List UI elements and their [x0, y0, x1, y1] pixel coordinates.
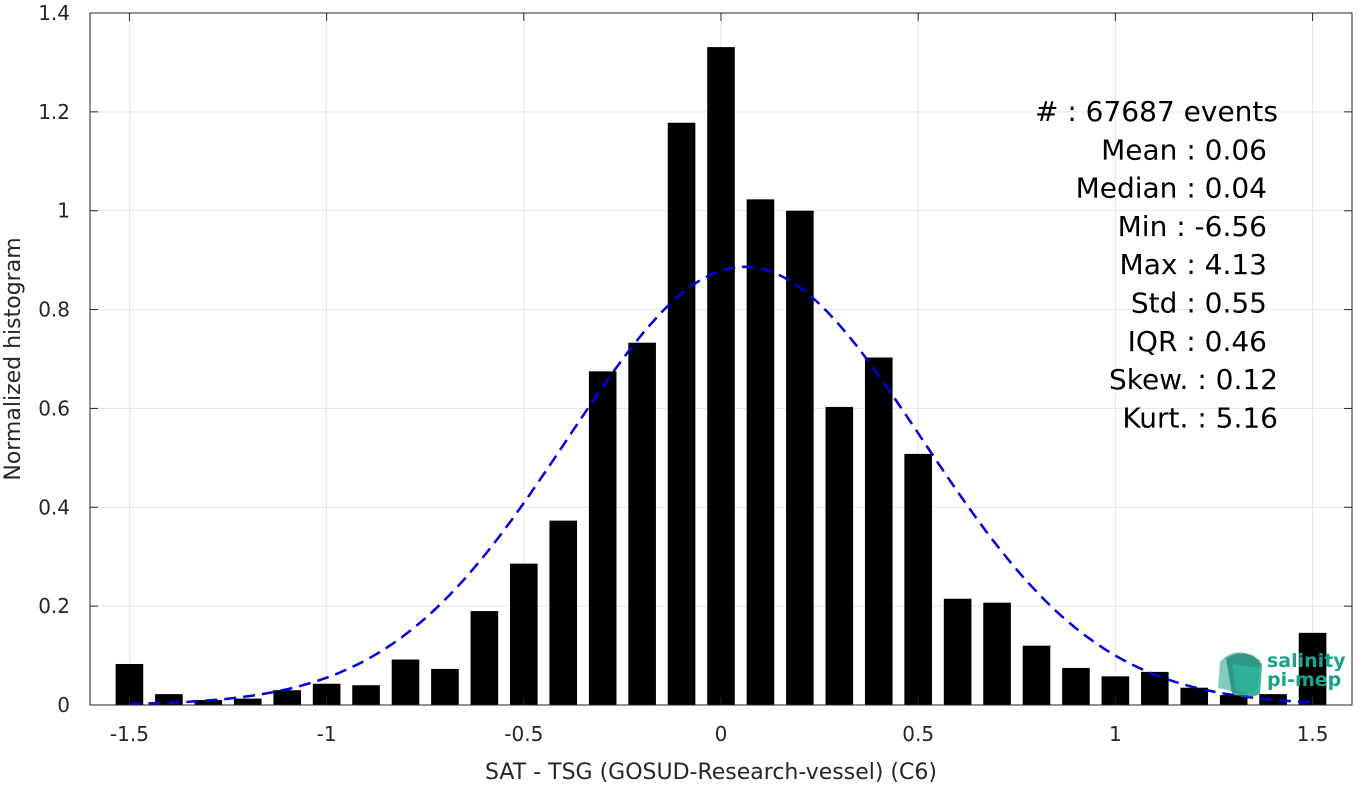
- axis-ticks: [90, 12, 1352, 706]
- histogram-bar: [707, 47, 735, 705]
- x-tick-label: -1: [317, 722, 337, 746]
- histogram-bar: [628, 342, 656, 705]
- y-tick-label: 1.2: [38, 100, 70, 124]
- stat-line: IQR : 0.46: [1128, 325, 1267, 358]
- histogram-bar: [155, 694, 183, 705]
- histogram-bar: [1259, 694, 1287, 705]
- histogram-bar: [746, 199, 775, 706]
- y-tick-label: 1: [57, 199, 70, 223]
- histogram-bar: [549, 520, 578, 705]
- histogram-bar: [510, 563, 538, 705]
- stats-annotations: # : 67687 events Mean : 0.06 Median : 0.04…: [1035, 95, 1278, 434]
- logo-text-pi-mep: pi-mep: [1267, 669, 1341, 691]
- gaussian-fit: [129, 265, 1313, 706]
- histogram-bar: [391, 659, 420, 705]
- histogram-bar: [943, 598, 972, 705]
- y-tick-label: 0.8: [38, 298, 70, 322]
- y-tick-label: 0.2: [38, 594, 70, 618]
- histogram-bar: [983, 602, 1011, 705]
- y-tick-label: 0.4: [38, 495, 70, 519]
- histogram-bars: [115, 47, 1327, 706]
- salinity-pi-mep-logo: salinity pi-mep: [1218, 650, 1346, 697]
- histogram-bar: [588, 371, 617, 705]
- stat-line: Min : -6.56: [1118, 210, 1267, 243]
- y-tick-labels: 0 0.2 0.4 0.6 0.8 1 1.2 1.4: [38, 1, 70, 717]
- histogram-bar: [273, 690, 301, 705]
- y-axis-label: Normalized histogram: [1, 237, 26, 480]
- x-tick-label: 1.5: [1297, 722, 1329, 746]
- histogram-bar: [1062, 667, 1090, 705]
- x-tick-label: 0.5: [902, 722, 934, 746]
- wave-logo-icon: [1218, 652, 1262, 697]
- stat-line: Max : 4.13: [1120, 248, 1267, 281]
- x-tick-label: -1.5: [110, 722, 149, 746]
- histogram-bar: [1022, 645, 1051, 705]
- histogram-bar: [1180, 687, 1209, 705]
- histogram-bar: [667, 122, 696, 705]
- stat-line: Skew. : 0.12: [1109, 363, 1278, 396]
- histogram-bar: [233, 698, 262, 705]
- histogram-bar: [194, 700, 223, 705]
- stat-line: Std : 0.55: [1131, 287, 1267, 320]
- stat-line: Mean : 0.06: [1101, 133, 1267, 166]
- histogram-bar: [312, 683, 341, 705]
- stat-line: Kurt. : 5.16: [1122, 401, 1278, 434]
- y-tick-label: 1.4: [38, 1, 70, 25]
- y-tick-label: 0: [57, 693, 70, 717]
- histogram-bar: [864, 357, 893, 705]
- histogram-bar: [786, 210, 814, 705]
- histogram-bar: [352, 685, 380, 705]
- x-axis-label: SAT - TSG (GOSUD-Research-vessel) (C6): [485, 760, 937, 785]
- y-tick-label: 0.6: [38, 396, 70, 420]
- x-tick-label: -0.5: [504, 722, 543, 746]
- histogram-bar: [1298, 632, 1327, 705]
- histogram-bar: [825, 406, 854, 705]
- gaussian-fit-line: [129, 265, 1313, 706]
- histogram-bar: [904, 453, 932, 705]
- histogram-bar: [470, 611, 499, 705]
- x-tick-label: 0: [715, 722, 728, 746]
- histogram-bar: [1219, 695, 1248, 705]
- histogram-bar: [1141, 671, 1169, 705]
- x-tick-labels: -1.5 -1 -0.5 0 0.5 1 1.5: [110, 722, 1329, 746]
- stat-line: # : 67687 events: [1035, 95, 1278, 128]
- histogram-bar: [431, 668, 459, 705]
- x-tick-label: 1: [1109, 722, 1122, 746]
- stat-line: Median : 0.04: [1076, 172, 1267, 205]
- logo-text-salinity: salinity: [1267, 650, 1346, 672]
